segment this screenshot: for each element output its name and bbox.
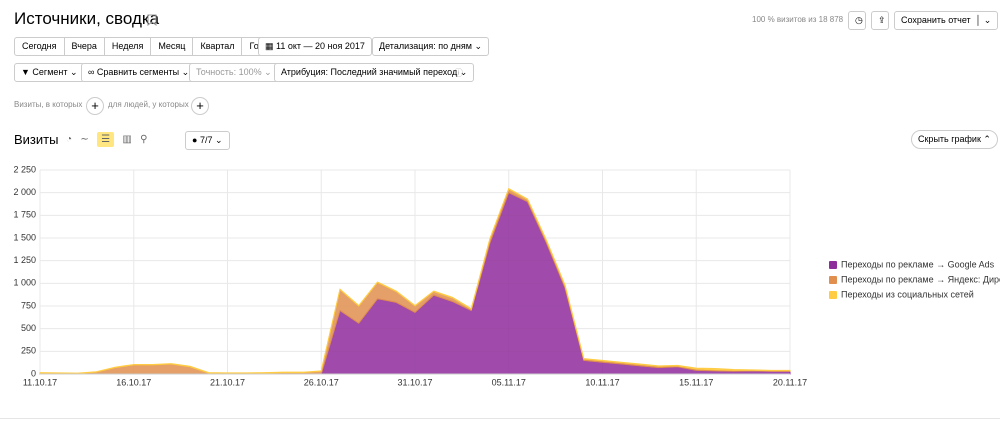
x-tick-label: 10.11.17 xyxy=(585,377,619,387)
x-tick-label: 31.10.17 xyxy=(397,377,432,387)
legend-label[interactable]: Переходы из социальных сетей xyxy=(841,289,974,299)
x-tick-label: 15.11.17 xyxy=(679,377,713,387)
x-tick-label: 26.10.17 xyxy=(304,377,339,387)
legend-swatch xyxy=(829,276,837,284)
bookmark-icon[interactable] xyxy=(147,14,157,26)
y-tick-label: 1 750 xyxy=(13,210,36,220)
detail-button[interactable]: Детализация: по дням ⌄ xyxy=(372,37,490,56)
save-report-button[interactable]: Сохранить отчет │ ⌄ xyxy=(894,11,999,30)
compare-label: Сравнить сегменты xyxy=(96,67,180,77)
hide-label: Скрыть график xyxy=(918,134,981,144)
y-tick-label: 1 250 xyxy=(13,255,36,265)
period-button[interactable]: Квартал xyxy=(193,38,243,55)
series-count: 7/7 xyxy=(199,135,213,145)
legend-swatch xyxy=(829,261,837,269)
y-tick-label: 2 250 xyxy=(13,164,36,174)
chart: 0 250 500 750 1 000 1 250 1 500 1 750 2 000 2 250… xyxy=(13,164,1000,387)
save-label: Сохранить отчет xyxy=(901,15,971,25)
accuracy-label: Точность: 100% xyxy=(196,67,262,77)
date-range[interactable]: ▦ 11 окт — 20 ноя 2017 xyxy=(258,37,372,56)
chart-title: Визиты xyxy=(14,132,59,147)
y-tick-label: 1 500 xyxy=(13,232,36,242)
y-tick-label: 750 xyxy=(21,300,36,310)
y-tick-label: 250 xyxy=(21,346,36,356)
y-tick-label: 500 xyxy=(21,323,36,333)
period-button[interactable]: Год xyxy=(249,41,264,51)
date-label: 11 окт — 20 ноя 2017 xyxy=(276,41,365,51)
add-filter[interactable]: + xyxy=(86,97,104,115)
segment-label: Сегмент xyxy=(32,67,68,77)
attribution-button[interactable]: Атрибуция: Последний значимый переход ⌄ xyxy=(274,63,475,82)
filter-visits: Визиты, в которых xyxy=(14,100,83,109)
y-tick-label: 0 xyxy=(31,368,36,378)
period-button[interactable]: Неделя xyxy=(105,38,152,55)
history-button[interactable]: ◷ xyxy=(848,11,866,30)
accuracy-button[interactable]: Точность: 100% ⌄ xyxy=(189,63,279,82)
help-icon[interactable]: ⓘ xyxy=(454,68,464,78)
legend-label[interactable]: Переходы по рекламе → Яндекс: Директ xyxy=(841,274,1000,284)
series-count-button[interactable]: ● 7/7 ⌄ xyxy=(185,131,230,150)
y-tick-label: 1 000 xyxy=(13,278,36,288)
legend-swatch xyxy=(829,291,837,299)
x-tick-label: 21.10.17 xyxy=(210,377,245,387)
page-title: Источники, сводка xyxy=(14,9,160,28)
x-tick-label: 20.11.17 xyxy=(773,377,807,387)
filter-people: для людей, у которых xyxy=(108,100,189,109)
segment-button[interactable]: ▼ Сегмент ⌄ xyxy=(14,63,85,82)
chart-type-icons[interactable]: ◔ ∼ ☰ ▥ ⚲ xyxy=(66,132,148,147)
period-button[interactable]: Вчера xyxy=(65,38,105,55)
export-button[interactable]: ⇪ xyxy=(871,11,889,30)
period-button[interactable]: Сегодня xyxy=(15,38,65,55)
x-tick-label: 11.10.17 xyxy=(23,377,57,387)
visits-share: 100 % визитов из 18 878 xyxy=(752,15,844,24)
period-button[interactable]: Месяц xyxy=(151,38,194,55)
divider xyxy=(0,418,1000,419)
x-tick-label: 05.11.17 xyxy=(492,377,526,387)
attribution-label: Атрибуция: Последний значимый переход xyxy=(281,67,458,77)
x-tick-label: 16.10.17 xyxy=(116,377,151,387)
add-filter[interactable]: + xyxy=(191,97,209,115)
area xyxy=(39,187,791,375)
compare-button[interactable]: ∞ Сравнить сегменты ⌄ xyxy=(81,63,197,82)
hide-chart-button[interactable]: Скрыть график ⌃ xyxy=(911,130,998,149)
y-tick-label: 2 000 xyxy=(13,187,36,197)
legend-label[interactable]: Переходы по рекламе → Google Ads xyxy=(841,259,995,269)
period-group: Сегодня Вчера Неделя Месяц Квартал Год xyxy=(14,37,272,56)
detail-label: Детализация: по дням xyxy=(379,41,472,51)
